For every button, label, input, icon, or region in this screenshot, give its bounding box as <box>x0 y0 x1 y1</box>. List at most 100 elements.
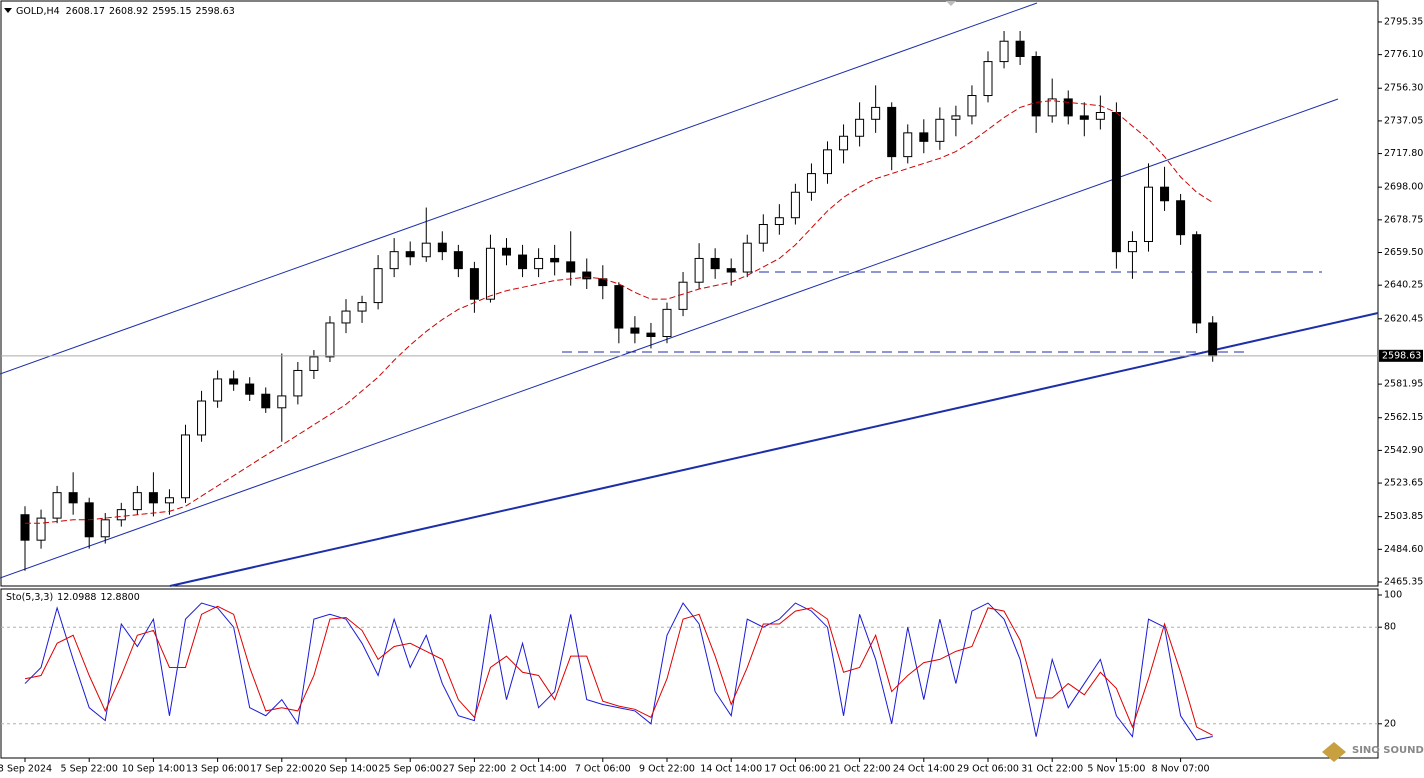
candle-body <box>389 251 399 270</box>
candle-body <box>132 492 142 511</box>
y-tick-label: 2523.65 <box>1384 478 1423 489</box>
candle-body <box>1111 112 1121 253</box>
y-tick-label: 2737.05 <box>1384 115 1423 126</box>
x-tick-label: 13 Sep 06:00 <box>186 764 249 775</box>
x-tick-label: 20 Sep 14:00 <box>314 764 377 775</box>
candle-body <box>1208 322 1218 357</box>
candle-body <box>967 95 977 117</box>
x-tick-label: 25 Sep 06:00 <box>378 764 441 775</box>
candle-body <box>36 517 46 541</box>
x-tick-label: 24 Oct 14:00 <box>893 764 955 775</box>
candle-body <box>197 400 207 436</box>
candle-body <box>52 492 62 519</box>
indicator-header: Sto(5,3,3) 12.0988 12.8800 <box>6 592 140 603</box>
candle-body <box>181 434 190 499</box>
candle-body <box>293 369 303 397</box>
current-price-box <box>1379 349 1423 362</box>
candle-body <box>758 224 768 244</box>
x-tick-label: 5 Sep 22:00 <box>61 764 118 775</box>
candle-body <box>68 492 78 504</box>
x-tick-label: 9 Oct 22:00 <box>639 764 695 775</box>
candle-body <box>164 497 174 504</box>
x-tick-label: 27 Sep 22:00 <box>443 764 506 775</box>
candle-body <box>951 115 961 120</box>
candle-body <box>790 191 800 219</box>
candle-body <box>437 242 447 253</box>
candle-body <box>1031 55 1041 117</box>
close-readout: 2598.63 <box>196 6 235 17</box>
y-tick-label: 2562.15 <box>1384 412 1423 423</box>
candle-body <box>502 247 511 256</box>
candle-body <box>887 106 897 158</box>
candle-body <box>742 242 752 273</box>
candle-body <box>453 251 463 270</box>
y-tick-label: 2678.75 <box>1384 214 1423 225</box>
candle-body <box>325 322 335 358</box>
candle-body <box>855 118 865 137</box>
x-tick-label: 10 Sep 14:00 <box>122 764 185 775</box>
candle-body <box>534 257 544 270</box>
y-tick-label: 2620.45 <box>1384 313 1423 324</box>
stochastic-line <box>24 605 1213 736</box>
trend-line <box>169 312 1379 587</box>
candle-body <box>726 268 736 273</box>
candle-body <box>229 378 239 385</box>
candle-body <box>1176 200 1186 236</box>
symbol: GOLD,H4 <box>16 6 60 17</box>
candle-body <box>919 132 929 142</box>
stochastic-line <box>24 602 1213 741</box>
candle-body <box>903 132 913 158</box>
high-readout: 2608.92 <box>109 6 148 17</box>
candle-body <box>1127 240 1137 253</box>
x-tick-label: 17 Oct 06:00 <box>764 764 826 775</box>
candle-body <box>662 308 672 338</box>
y-tick-label: 80 <box>1384 622 1396 633</box>
watermark: SINO SOUND <box>1322 742 1424 762</box>
y-tick-label: 2776.10 <box>1384 49 1423 60</box>
y-tick-label: 2542.90 <box>1384 445 1423 456</box>
x-tick-label: 8 Nov 07:00 <box>1152 764 1210 775</box>
x-tick-label: 31 Oct 22:00 <box>1021 764 1083 775</box>
moving-average <box>25 100 1213 524</box>
candle-body <box>261 393 271 409</box>
y-tick-label: 2640.25 <box>1384 280 1423 291</box>
indicator-pane <box>0 588 1379 759</box>
candle-body <box>1144 186 1153 242</box>
candle-body <box>806 173 816 193</box>
y-tick-label: 2484.60 <box>1384 544 1423 555</box>
candle-body <box>774 217 784 226</box>
candle-body <box>405 251 415 258</box>
candle-body <box>213 378 223 402</box>
candle-body <box>20 514 30 541</box>
candle-body <box>469 268 479 300</box>
y-tick-label: 2717.80 <box>1384 148 1423 159</box>
candle-body <box>999 40 1009 63</box>
main-pane <box>0 0 1379 587</box>
candle-body <box>678 281 688 310</box>
y-tick-label: 2581.95 <box>1384 379 1423 390</box>
candle-body <box>630 327 640 334</box>
candle-body <box>148 492 158 504</box>
candle-body <box>839 135 849 151</box>
candle-body <box>1063 98 1073 117</box>
candle-body <box>277 395 287 409</box>
y-tick-label: 2756.30 <box>1384 83 1423 94</box>
shift-marker <box>946 1 956 6</box>
open-readout: 2608.17 <box>66 6 105 17</box>
current-price-label: 2598.63 <box>1382 350 1421 361</box>
candle-body <box>357 302 367 312</box>
candle-body <box>823 149 832 175</box>
candle-body <box>694 257 704 283</box>
candle-body <box>485 247 495 300</box>
candle-body <box>373 268 383 304</box>
chart-header: GOLD,H4 2608.17 2608.92 2595.15 2598.63 <box>16 6 235 17</box>
candle-body <box>245 383 255 395</box>
menu-arrow[interactable] <box>4 8 12 13</box>
candle-body <box>518 254 528 270</box>
y-tick-label: 100 <box>1384 590 1402 601</box>
indicator-title: Sto(5,3,3) <box>6 592 53 603</box>
candle-body <box>309 356 319 371</box>
candle-body <box>614 285 624 329</box>
